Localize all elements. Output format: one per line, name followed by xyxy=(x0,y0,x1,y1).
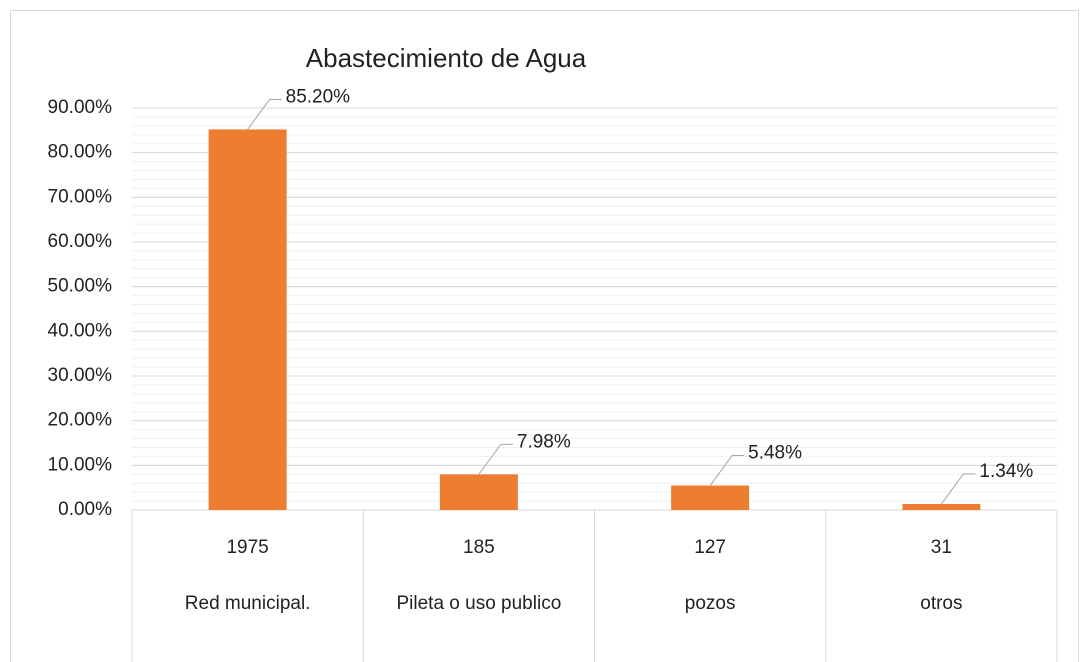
leader-line xyxy=(709,455,745,486)
y-tick-label: 80.00% xyxy=(48,142,113,163)
y-tick-label: 10.00% xyxy=(48,454,113,475)
bar xyxy=(671,485,750,510)
category-label-box: pozos xyxy=(684,593,736,614)
bar xyxy=(439,474,518,510)
leader-line xyxy=(247,98,282,130)
y-tick-label: 20.00% xyxy=(48,410,113,431)
x-tick-label: pozos xyxy=(684,593,736,614)
leader-line xyxy=(478,443,513,475)
count-label: 185 xyxy=(463,537,495,558)
y-tick-label: 40.00% xyxy=(48,320,113,341)
bar xyxy=(902,504,981,510)
data-label: 1.34% xyxy=(979,461,1033,482)
count-label: 31 xyxy=(931,537,952,558)
y-tick-label: 70.00% xyxy=(48,186,113,207)
category-label-box: otros xyxy=(920,593,963,614)
count-label: 127 xyxy=(694,537,726,558)
x-tick-label: otros xyxy=(920,593,963,614)
y-tick-label: 0.00% xyxy=(58,499,112,520)
y-tick-label: 50.00% xyxy=(48,276,113,297)
chart-border xyxy=(10,10,1079,662)
data-label: 7.98% xyxy=(517,431,571,452)
data-label: 85.20% xyxy=(286,86,351,107)
category-label-box: Red municipal. xyxy=(184,593,311,614)
y-tick-label: 30.00% xyxy=(48,365,113,386)
chart-title: Abastecimiento de Agua xyxy=(306,43,587,73)
count-label: 1975 xyxy=(226,537,268,558)
category-label-box: Pileta o uso publico xyxy=(396,593,562,614)
bar xyxy=(208,129,287,510)
data-label: 5.48% xyxy=(748,443,802,464)
x-tick-label: Red municipal. xyxy=(184,593,311,614)
leader-line xyxy=(940,473,976,505)
y-tick-label: 60.00% xyxy=(48,231,113,252)
y-tick-label: 90.00% xyxy=(48,97,113,118)
x-tick-label: Pileta o uso publico xyxy=(396,593,562,614)
